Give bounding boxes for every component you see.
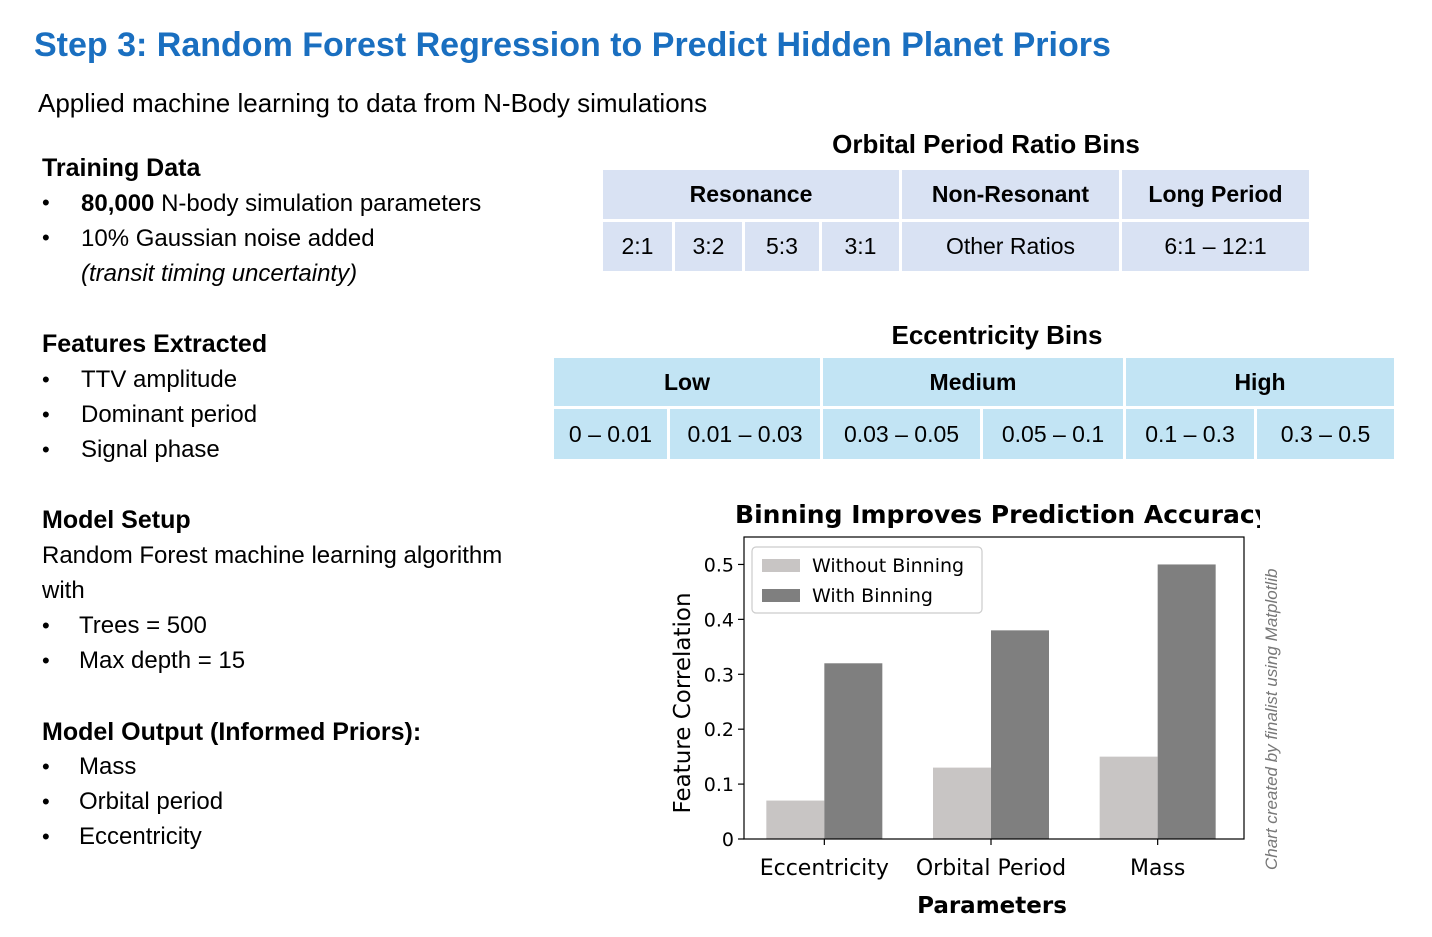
legend-swatch: [762, 589, 800, 602]
model-item: Trees = 500: [79, 612, 207, 639]
y-tick-label: 0: [722, 829, 734, 851]
bullet-icon: •: [42, 648, 50, 673]
x-tick-label: Mass: [1130, 856, 1185, 881]
ecc-header-cell: Medium: [823, 358, 1123, 406]
bullet-icon: •: [42, 367, 50, 392]
period-value-cell: 5:3: [745, 222, 819, 271]
period-bins-table: Resonance Non-Resonant Long Period 2:1 3…: [600, 167, 1312, 274]
features-heading: Features Extracted: [42, 330, 268, 358]
y-axis-label: Feature Correlation: [670, 592, 696, 813]
x-tick-label: Orbital Period: [916, 856, 1066, 881]
period-table-title: Orbital Period Ratio Bins: [832, 129, 1140, 159]
period-value-cell: 3:2: [675, 222, 742, 271]
period-header-cell: Resonance: [603, 170, 899, 219]
page-title: Step 3: Random Forest Regression to Pred…: [34, 26, 1111, 64]
bar-with-binning: [991, 630, 1049, 839]
legend-label: With Binning: [812, 585, 933, 607]
chart-title: Binning Improves Prediction Accuracy: [735, 500, 1260, 529]
training-item-1: 80,000 N-body simulation parameters: [81, 190, 481, 218]
training-heading: Training Data: [42, 154, 201, 182]
bar-without-binning: [933, 767, 991, 839]
period-value-cell: 3:1: [822, 222, 899, 271]
x-tick-label: Eccentricity: [760, 856, 889, 881]
feature-item: Signal phase: [81, 436, 220, 463]
feature-item: TTV amplitude: [81, 366, 238, 393]
x-axis-label: Parameters: [917, 893, 1067, 919]
period-value-cell: Other Ratios: [902, 222, 1119, 271]
bullet-icon: •: [42, 613, 50, 638]
model-item: Max depth = 15: [79, 647, 246, 674]
page-subtitle: Applied machine learning to data from N-…: [38, 88, 708, 118]
bullet-icon: •: [42, 190, 50, 215]
legend-label: Without Binning: [812, 555, 964, 577]
bullet-icon: •: [42, 437, 50, 462]
model-desc-line1: Random Forest machine learning algorithm: [42, 542, 503, 569]
y-tick-label: 0.4: [704, 609, 734, 631]
output-item: Orbital period: [79, 788, 224, 815]
bullet-icon: •: [42, 225, 50, 250]
plot-area: Eccentricity Orbital Period Mass 0 0.1 0.2 0.3…: [704, 536, 1245, 881]
training-note: (transit timing uncertainty): [81, 260, 358, 287]
period-header-cell: Long Period: [1122, 170, 1309, 219]
y-tick-label: 0.5: [704, 554, 734, 576]
output-heading: Model Output (Informed Priors):: [42, 718, 422, 746]
training-count: 80,000: [81, 190, 155, 217]
model-heading: Model Setup: [42, 506, 191, 534]
legend-box: [751, 546, 983, 614]
ecc-value-cell: 0.1 – 0.3: [1126, 409, 1254, 459]
feature-item: Dominant period: [81, 401, 258, 428]
ecc-header-row: Low Medium High: [554, 358, 1394, 406]
period-header-row: Resonance Non-Resonant Long Period: [603, 170, 1309, 219]
bullet-icon: •: [42, 789, 50, 814]
ecc-table-title: Eccentricity Bins: [891, 320, 1103, 350]
model-desc-line2: with: [42, 577, 85, 604]
ecc-value-cell: 0.03 – 0.05: [823, 409, 980, 459]
bar-with-binning: [824, 663, 883, 839]
output-item: Eccentricity: [79, 823, 202, 850]
ecc-value-cell: 0.05 – 0.1: [983, 409, 1123, 459]
bullet-icon: •: [42, 824, 50, 849]
ecc-bins-table: Low Medium High 0 – 0.01 0.01 – 0.03 0.0…: [551, 355, 1397, 462]
y-tick-label: 0.1: [704, 774, 734, 796]
ecc-header-cell: Low: [554, 358, 820, 406]
ecc-value-row: 0 – 0.01 0.01 – 0.03 0.03 – 0.05 0.05 – …: [554, 409, 1394, 459]
y-tick-label: 0.2: [704, 719, 734, 741]
chart-credit: Chart created by finalist using Matplotl…: [1262, 568, 1281, 870]
ecc-value-cell: 0.01 – 0.03: [670, 409, 820, 459]
bar-with-binning: [1157, 564, 1216, 839]
bar-without-binning: [1099, 756, 1158, 839]
legend-swatch: [762, 559, 800, 572]
bullet-icon: •: [42, 754, 50, 779]
training-count-desc: N-body simulation parameters: [154, 190, 482, 217]
period-value-cell: 2:1: [603, 222, 672, 271]
period-value-cell: 6:1 – 12:1: [1122, 222, 1309, 271]
ecc-value-cell: 0.3 – 0.5: [1257, 409, 1394, 459]
bar-chart: Binning Improves Prediction Accuracy Ecc…: [670, 500, 1260, 919]
ecc-value-cell: 0 – 0.01: [554, 409, 667, 459]
ecc-header-cell: High: [1126, 358, 1394, 406]
y-tick-label: 0.3: [704, 664, 734, 686]
training-item-2: 10% Gaussian noise added: [81, 225, 375, 252]
bullet-icon: •: [42, 402, 50, 427]
bar-without-binning: [766, 800, 825, 839]
plot-frame: [743, 536, 1245, 840]
period-header-cell: Non-Resonant: [902, 170, 1119, 219]
output-item: Mass: [79, 753, 137, 780]
period-value-row: 2:1 3:2 5:3 3:1 Other Ratios 6:1 – 12:1: [603, 222, 1309, 271]
